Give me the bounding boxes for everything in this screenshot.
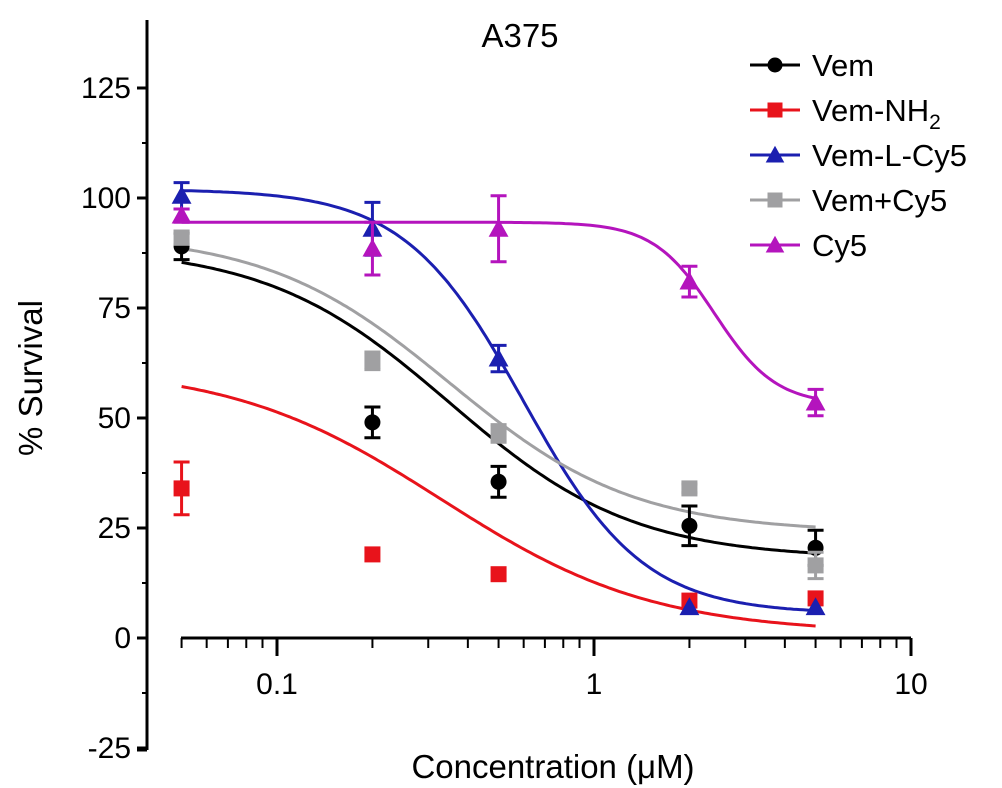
data-point-4: [679, 271, 700, 290]
y-tick-label: 75: [98, 292, 131, 325]
x-tick-label: 1: [586, 668, 603, 701]
data-points: [171, 181, 826, 616]
data-point-2: [171, 185, 192, 204]
legend-label: Cy5: [812, 228, 867, 263]
x-tick-label: 0.1: [256, 668, 298, 701]
legend-marker: [765, 235, 785, 253]
data-point-3: [490, 425, 507, 442]
y-tick-label: 25: [98, 512, 131, 545]
legend-marker: [767, 57, 783, 73]
legend-marker: [767, 192, 783, 208]
legend-label: Vem-L-Cy5: [812, 138, 967, 173]
data-point-1: [173, 480, 190, 497]
y-tick-label: 125: [81, 72, 131, 105]
data-point-2: [488, 348, 509, 367]
data-point-4: [805, 392, 826, 411]
data-point-3: [681, 480, 698, 497]
data-point-3: [173, 229, 190, 246]
x-axis-title: Concentration (μM): [411, 748, 694, 785]
legend-label: Vem+Cy5: [812, 183, 947, 218]
y-axis-title: % Survival: [12, 300, 49, 456]
data-point-4: [362, 238, 383, 257]
legend-label: Vem: [812, 48, 874, 83]
data-point-2: [805, 597, 826, 616]
legend-label: Vem-NH2: [812, 93, 941, 134]
data-point-1: [364, 546, 381, 563]
legend-marker: [765, 145, 785, 163]
x-tick-label: 10: [894, 668, 927, 701]
axes: -25 0 25 50 75 100 125 0.1 1 10: [81, 20, 928, 765]
legend-marker: [767, 102, 783, 118]
y-tick-label: 100: [81, 182, 131, 215]
legend: Vem Vem-NH2 Vem-L-Cy5 Vem+Cy5 Cy5: [750, 48, 967, 263]
data-point-0: [490, 473, 507, 490]
data-point-4: [171, 205, 192, 224]
data-point-4: [488, 218, 509, 237]
y-tick-label: -25: [88, 732, 131, 765]
data-point-3: [807, 557, 824, 574]
data-point-0: [681, 517, 698, 534]
chart-title: A375: [481, 17, 558, 54]
data-point-3: [364, 352, 381, 369]
data-point-1: [490, 566, 507, 583]
data-point-2: [679, 597, 700, 616]
fit-curve-1: [181, 385, 816, 628]
fit-curve-0: [181, 260, 816, 555]
data-point-0: [364, 414, 381, 431]
y-tick-label: 0: [114, 622, 131, 655]
fit-curve-3: [181, 247, 816, 529]
y-tick-label: 50: [98, 402, 131, 435]
